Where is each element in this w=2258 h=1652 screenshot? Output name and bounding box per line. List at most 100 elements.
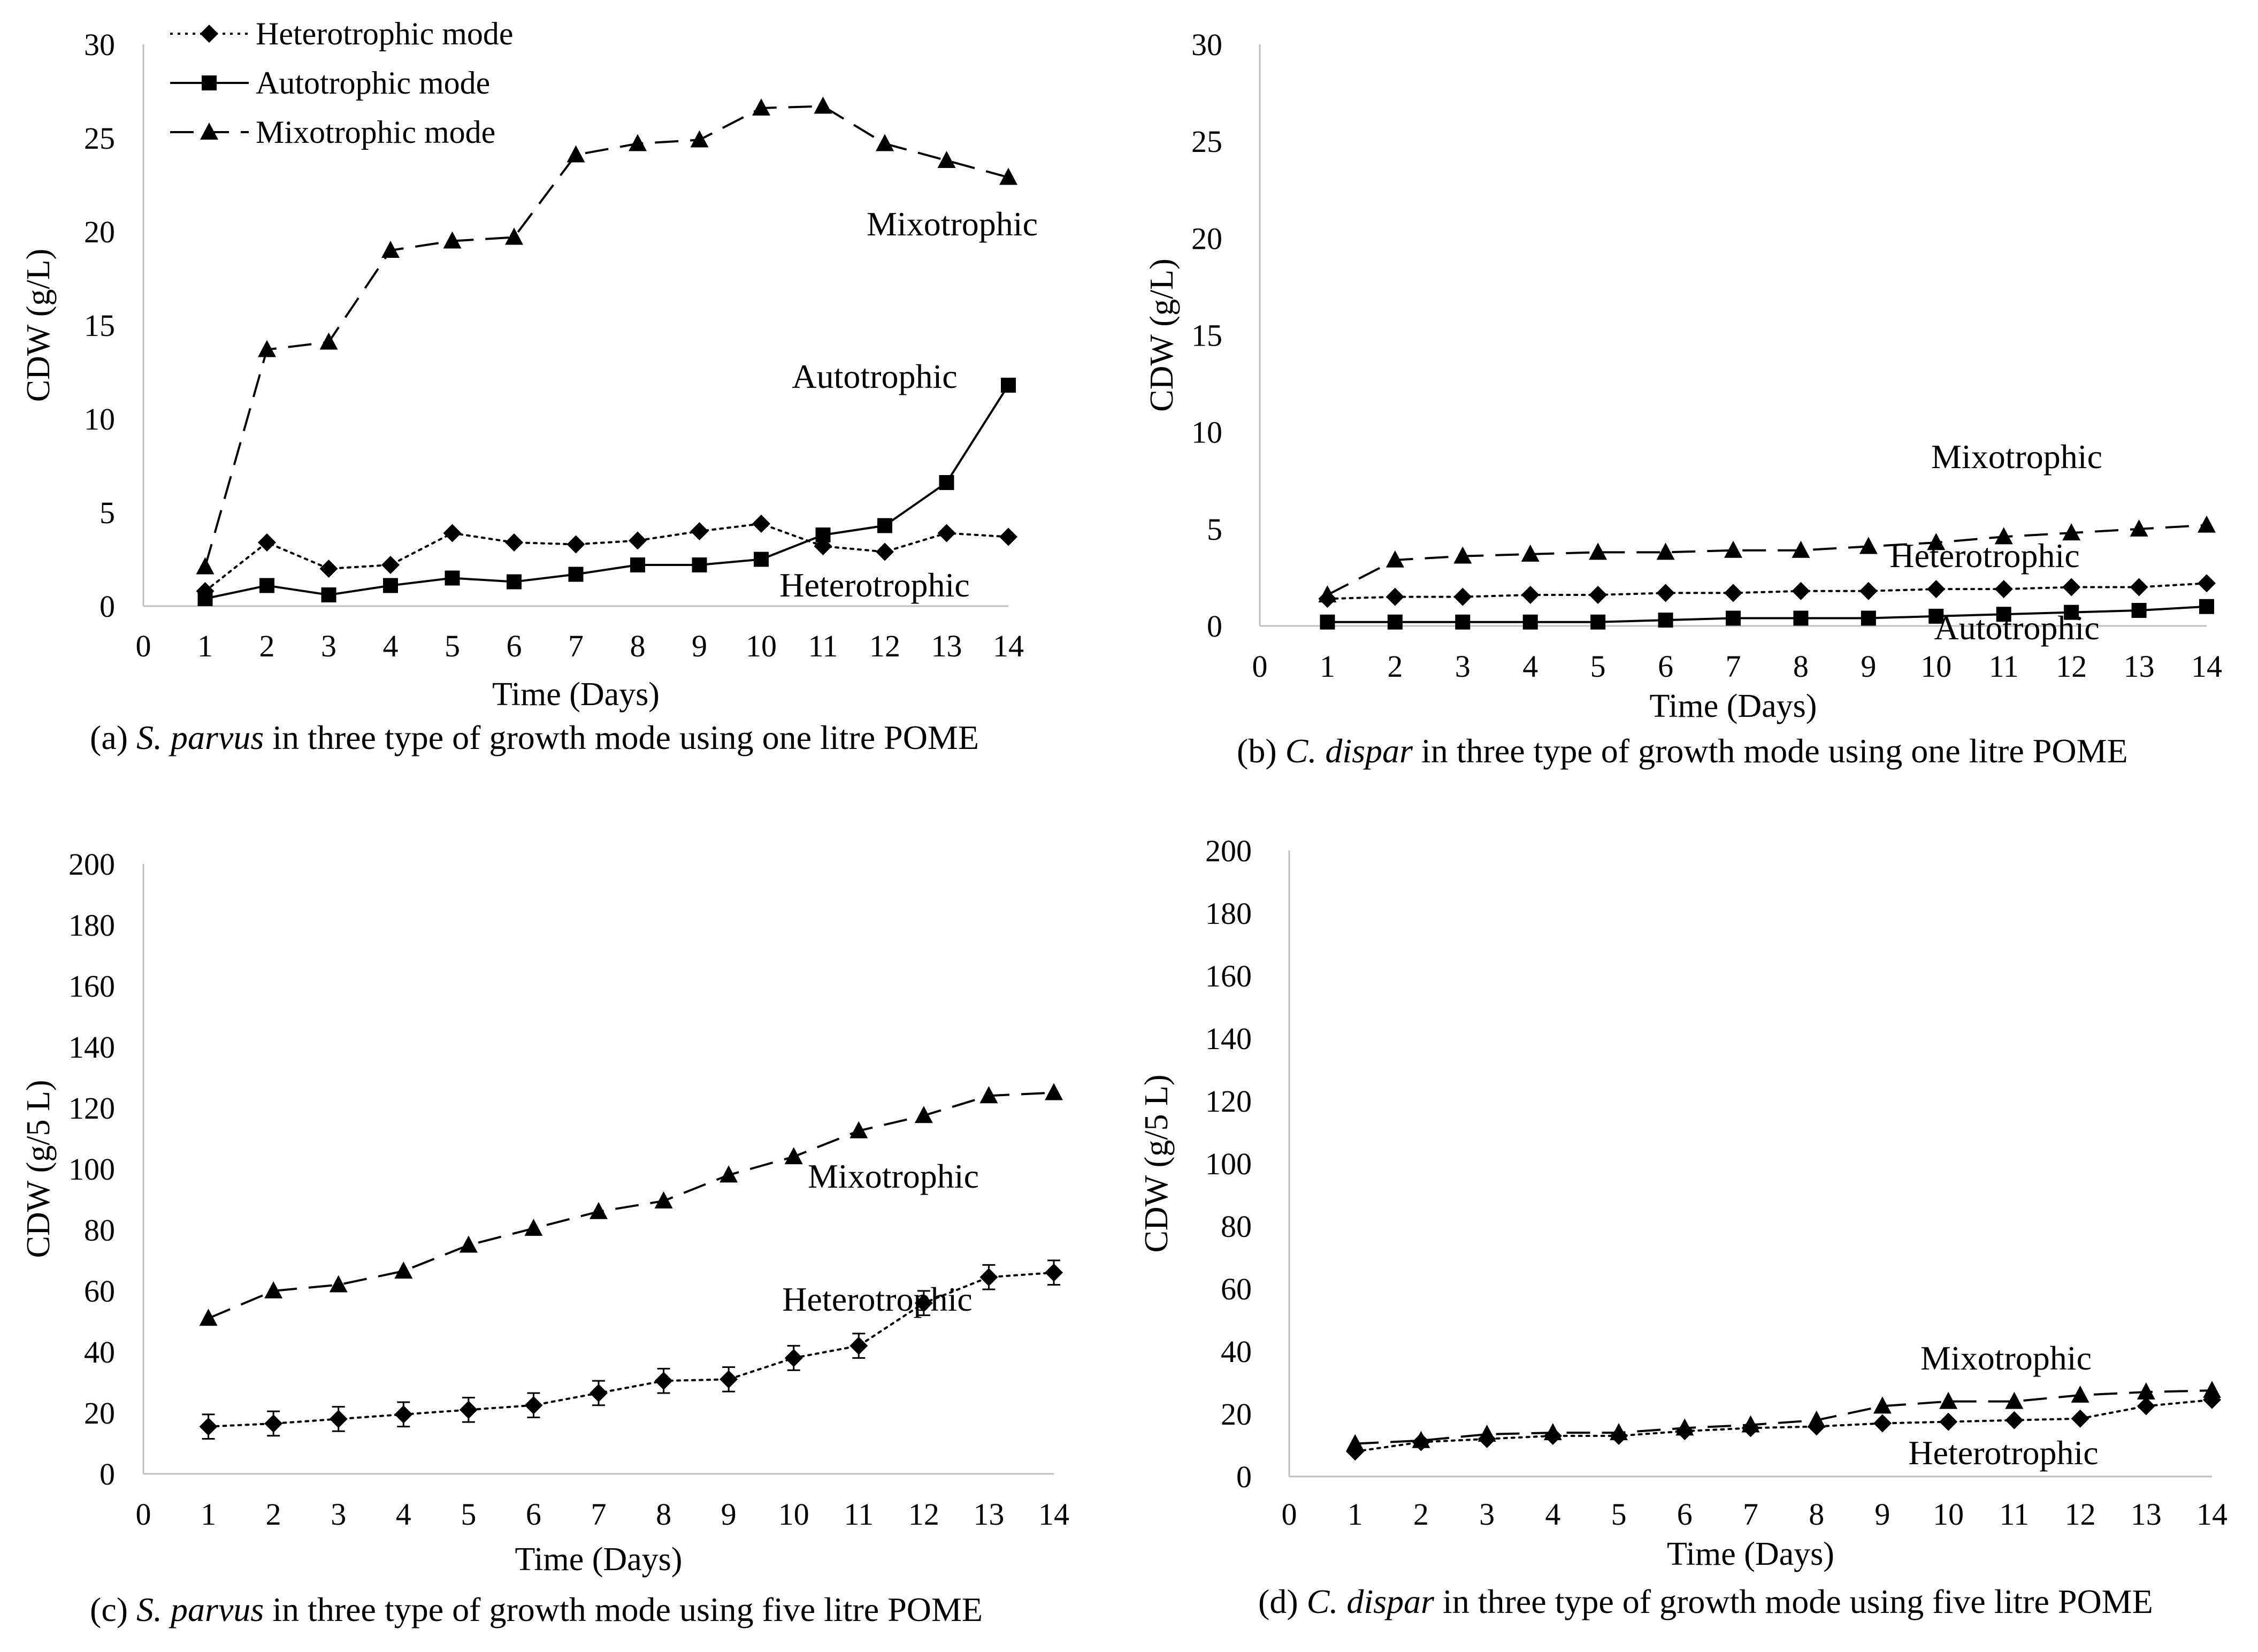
data-point xyxy=(1001,378,1016,393)
data-point xyxy=(1521,586,1540,605)
data-point xyxy=(2130,519,2148,537)
data-point xyxy=(2203,1381,2221,1398)
data-point xyxy=(752,98,770,116)
data-point xyxy=(524,1396,543,1414)
y-tick-label: 100 xyxy=(1205,1146,1252,1181)
data-point xyxy=(199,1417,218,1436)
x-tick-label: 7 xyxy=(568,629,584,663)
data-point xyxy=(1656,542,1675,560)
data-point xyxy=(505,227,523,245)
data-point xyxy=(443,231,462,249)
data-point xyxy=(505,533,523,552)
chart-caption: (b) C. dispar in three type of growth mo… xyxy=(1237,732,2128,770)
y-axis-title: CDW (g/5 L) xyxy=(1138,1075,1175,1253)
y-tick-label: 200 xyxy=(1205,833,1252,868)
data-point xyxy=(1726,610,1741,626)
data-point xyxy=(567,535,585,554)
series-label: Mixotrophic xyxy=(867,205,1038,243)
x-axis-title: Time (Days) xyxy=(1650,688,1817,724)
y-tick-label: 140 xyxy=(1205,1021,1252,1056)
data-point xyxy=(2130,578,2148,596)
data-point xyxy=(1859,582,1878,600)
x-tick-label: 7 xyxy=(1743,1497,1758,1532)
data-point xyxy=(876,134,894,151)
data-point xyxy=(2005,1411,2024,1429)
data-point xyxy=(1927,580,1946,599)
chart-caption: (c) S. parvus in three type of growth mo… xyxy=(90,1590,983,1628)
data-point xyxy=(720,1370,738,1389)
data-point xyxy=(1807,1410,1826,1428)
data-point xyxy=(507,574,522,590)
data-point xyxy=(1318,585,1337,603)
data-point xyxy=(1994,580,2013,599)
x-tick-label: 1 xyxy=(1320,649,1335,684)
y-tick-label: 40 xyxy=(1221,1334,1252,1369)
legend-marker xyxy=(200,25,218,43)
data-point xyxy=(1741,1415,1760,1433)
data-point xyxy=(2064,605,2079,620)
data-point xyxy=(1724,540,1742,558)
x-tick-label: 0 xyxy=(1282,1497,1297,1532)
y-tick-label: 30 xyxy=(84,27,115,62)
data-point xyxy=(1045,1083,1063,1100)
data-point xyxy=(381,556,400,574)
series-label: Mixotrophic xyxy=(1931,438,2102,476)
y-axis-title: CDW (g/L) xyxy=(20,249,57,402)
x-tick-label: 8 xyxy=(656,1497,671,1532)
data-point xyxy=(590,1202,608,1219)
data-point xyxy=(524,1219,543,1236)
data-point xyxy=(2198,515,2216,533)
series-label: Autotrophic xyxy=(792,357,957,395)
data-point xyxy=(1724,584,1742,602)
data-point xyxy=(720,1165,738,1183)
series-mixotrophic-mode xyxy=(1346,1381,2221,1451)
y-tick-label: 180 xyxy=(68,908,115,943)
chart-c: 0 1 2 3 4 5 6 7 8 9 10 11 12 13 1402040608010012014016… xyxy=(20,847,1069,1628)
y-tick-label: 40 xyxy=(84,1335,115,1370)
data-point xyxy=(1873,1396,1892,1414)
series-mixotrophic-mode xyxy=(1318,515,2216,603)
data-point xyxy=(443,524,462,542)
x-tick-label: 14 xyxy=(1038,1497,1069,1532)
y-tick-label: 15 xyxy=(1191,318,1222,353)
series-line xyxy=(204,105,1009,568)
x-tick-label: 3 xyxy=(1455,649,1471,684)
data-point xyxy=(1521,544,1540,562)
data-point xyxy=(1412,1431,1430,1448)
data-point xyxy=(590,1383,608,1402)
x-tick-label: 7 xyxy=(1726,649,1741,684)
data-point xyxy=(197,591,213,606)
data-point xyxy=(394,1261,413,1279)
data-point xyxy=(2137,1397,2155,1416)
x-tick-label: 7 xyxy=(591,1497,607,1532)
series-label: Heterotrophic xyxy=(779,566,969,604)
data-point xyxy=(2131,603,2147,618)
y-tick-label: 0 xyxy=(99,1457,115,1492)
x-tick-label: 11 xyxy=(1999,1497,2029,1532)
data-point xyxy=(459,1235,478,1253)
data-point xyxy=(1590,614,1606,630)
data-point xyxy=(319,560,338,578)
data-point xyxy=(2198,574,2216,593)
y-tick-label: 80 xyxy=(1221,1209,1252,1244)
series-line xyxy=(205,384,1009,600)
y-tick-label: 100 xyxy=(68,1152,115,1187)
x-tick-label: 5 xyxy=(461,1497,476,1532)
data-point xyxy=(394,1405,413,1424)
data-point xyxy=(1658,613,1673,628)
data-point xyxy=(2199,599,2214,614)
data-point xyxy=(914,1294,933,1312)
x-tick-label: 9 xyxy=(1861,649,1876,684)
x-tick-label: 12 xyxy=(2056,649,2087,684)
data-point xyxy=(1478,1425,1496,1442)
data-point xyxy=(259,578,274,593)
x-tick-label: 0 xyxy=(1252,649,1268,684)
y-tick-label: 20 xyxy=(84,215,115,249)
data-point xyxy=(1994,527,2013,545)
y-tick-label: 25 xyxy=(1191,124,1222,159)
y-tick-label: 160 xyxy=(1205,959,1252,993)
data-point xyxy=(814,96,832,114)
y-tick-label: 80 xyxy=(84,1213,115,1248)
x-tick-label: 3 xyxy=(1479,1497,1495,1532)
legend-label: Heterotrophic mode xyxy=(256,16,514,51)
